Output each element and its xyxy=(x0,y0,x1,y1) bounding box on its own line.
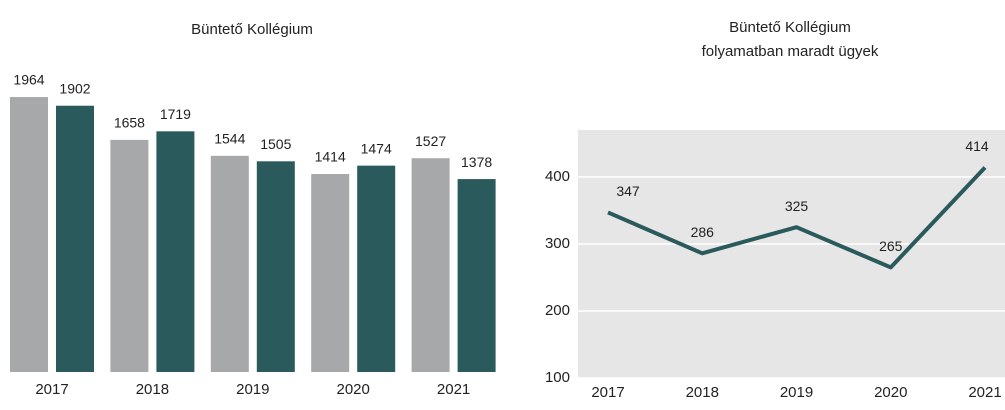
data-label: 1378 xyxy=(461,154,492,170)
bar xyxy=(210,155,249,372)
y-tick-label: 100 xyxy=(545,369,570,386)
data-label: 1544 xyxy=(214,131,245,147)
x-tick-label: 2021 xyxy=(437,381,470,398)
x-tick-label: 2017 xyxy=(591,384,624,401)
chart-title: Büntető Kollégium xyxy=(191,21,313,38)
x-tick-label: 2018 xyxy=(136,381,169,398)
data-label: 1902 xyxy=(59,80,90,96)
data-label: 1964 xyxy=(13,72,44,88)
data-label: 325 xyxy=(785,198,809,214)
plot-background xyxy=(578,130,1005,378)
data-label: 1527 xyxy=(415,133,446,149)
line xyxy=(607,166,987,270)
data-label: 1658 xyxy=(114,115,145,131)
bar xyxy=(110,139,149,372)
x-tick-label: 2019 xyxy=(780,384,813,401)
x-tick-label: 2017 xyxy=(35,381,68,398)
bar xyxy=(357,165,396,372)
data-label: 347 xyxy=(616,183,640,199)
bar xyxy=(411,158,450,372)
bar xyxy=(311,174,350,372)
data-label: 265 xyxy=(879,238,903,254)
bar xyxy=(10,97,48,372)
bar xyxy=(156,131,195,372)
chart-title: Büntető Kollégium xyxy=(729,19,851,36)
data-label: 1719 xyxy=(160,106,191,122)
y-tick-label: 200 xyxy=(545,302,570,319)
data-label: 414 xyxy=(965,138,989,154)
data-label: 286 xyxy=(691,224,715,240)
y-tick-label: 400 xyxy=(545,168,570,185)
data-label: 1505 xyxy=(260,136,291,152)
x-tick-label: 2019 xyxy=(236,381,269,398)
data-label: 1474 xyxy=(361,140,392,156)
y-tick-label: 300 xyxy=(545,235,570,252)
x-tick-label: 2021 xyxy=(968,384,1001,401)
data-label: 1414 xyxy=(315,149,346,165)
x-tick-label: 2020 xyxy=(874,384,907,401)
bar xyxy=(256,161,295,372)
chart-subtitle: folyamatban maradt ügyek xyxy=(702,43,879,60)
x-tick-label: 2020 xyxy=(337,381,370,398)
bar xyxy=(56,105,94,372)
x-tick-label: 2018 xyxy=(686,384,719,401)
bar xyxy=(457,179,496,372)
